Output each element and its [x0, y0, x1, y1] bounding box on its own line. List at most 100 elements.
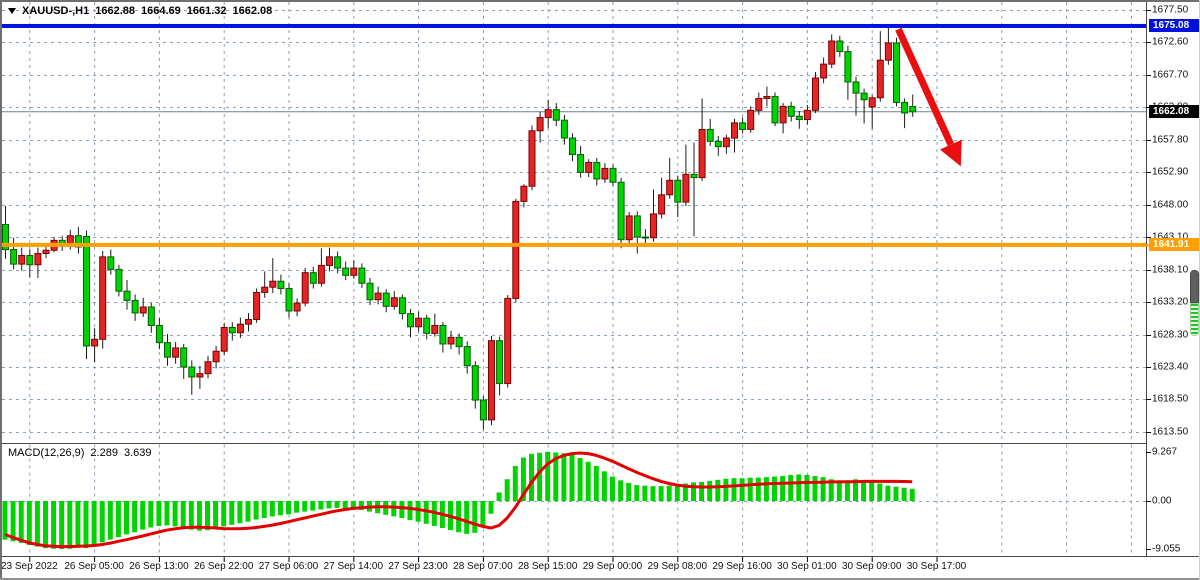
macd-bar	[334, 501, 340, 508]
candle	[220, 322, 228, 356]
candle	[803, 105, 811, 125]
candle	[706, 118, 714, 146]
macd-axis-label: -9.055	[1152, 543, 1181, 555]
macd-bar	[91, 501, 97, 547]
macd-bar	[164, 501, 170, 526]
macd-bar	[342, 501, 348, 509]
candle	[844, 45, 852, 100]
candle	[99, 250, 107, 349]
macd-bar	[67, 501, 73, 549]
candle	[204, 355, 212, 379]
macd-bar	[885, 485, 891, 501]
candle-body-bull	[585, 161, 593, 173]
window-border-bottom	[0, 578, 1200, 580]
candle-body-bear	[609, 167, 617, 183]
candle-body-bear	[107, 256, 115, 270]
candle	[496, 336, 504, 396]
scrollbar-thumb[interactable]	[1190, 270, 1199, 303]
macd-bar	[828, 479, 834, 501]
macd-bar	[763, 477, 769, 501]
candle-body-bear	[893, 42, 900, 103]
candle-body-bull	[42, 249, 50, 255]
macd-bar	[229, 501, 235, 525]
candle-body-bull	[220, 326, 228, 352]
candle	[317, 248, 325, 287]
candle-body-bull	[34, 253, 42, 266]
candle	[795, 110, 803, 129]
candle	[569, 133, 576, 162]
candle-body-bull	[601, 167, 609, 180]
time-axis-label: 29 Sep 16:00	[712, 561, 772, 572]
candle	[666, 157, 674, 199]
candle	[390, 291, 398, 310]
candle	[771, 92, 779, 127]
candle-body-bull	[326, 256, 333, 266]
candle	[407, 308, 414, 338]
candle	[536, 111, 544, 143]
candle-body-bull	[625, 215, 633, 241]
candle-body-bear	[706, 128, 714, 142]
candle-body-bull	[650, 213, 657, 239]
candle	[91, 328, 99, 363]
candle	[415, 311, 423, 332]
time-axis-label: 23 Sep 2022	[0, 561, 58, 572]
candle-body-bear	[795, 115, 803, 121]
candle-body-bear	[463, 346, 471, 367]
macd-bar	[456, 501, 462, 533]
price-badge-resistance[interactable]: 1675.08	[1149, 19, 1200, 33]
candle-body-bear	[739, 122, 747, 130]
price-axis-label: 1677.50	[1152, 4, 1189, 16]
macd-bar	[488, 501, 494, 514]
candle-body-bull	[99, 256, 107, 340]
macd-bar	[124, 501, 129, 535]
macd-bar	[739, 478, 745, 501]
macd-bar	[569, 454, 575, 501]
macd-bar	[261, 501, 267, 518]
candle-body-bear	[439, 324, 447, 345]
candle-body-bear	[471, 365, 479, 401]
candle-body-bull	[236, 323, 244, 334]
macd-bar	[75, 501, 81, 548]
hline-support[interactable]	[2, 242, 1146, 247]
scrollbar-indicator	[1190, 270, 1199, 336]
candle	[164, 334, 171, 366]
candle-body-bull	[245, 319, 252, 325]
macd-bar	[658, 486, 664, 501]
candle-body-bear	[188, 366, 196, 378]
candle	[196, 365, 204, 389]
macd-bar	[326, 501, 332, 509]
candle-body-bear	[455, 336, 463, 348]
candle	[212, 345, 220, 369]
candle	[245, 312, 252, 332]
candle-body-bull	[763, 95, 771, 99]
axis-ticks	[29, 10, 1151, 562]
candle	[293, 298, 301, 317]
candle	[860, 88, 868, 124]
candle-body-bear	[860, 92, 868, 101]
candle-body-bull	[253, 291, 261, 321]
macd-bar	[585, 461, 591, 501]
macd-bar	[780, 476, 786, 501]
candle-body-bear	[398, 297, 406, 315]
candle	[585, 159, 593, 177]
candle-body-bull	[139, 306, 147, 314]
price-axis-label: 1643.10	[1152, 231, 1189, 243]
time-axis-label: 26 Sep 05:00	[64, 561, 124, 572]
trend-arrow[interactable]	[895, 27, 962, 167]
candle	[893, 37, 900, 107]
candle-body-bear	[2, 224, 9, 251]
candle	[512, 198, 520, 303]
candle	[10, 237, 18, 270]
price-badge-support[interactable]: 1641.91	[1149, 238, 1200, 252]
macd-bar	[642, 485, 648, 501]
candle	[18, 247, 26, 271]
macd-bar	[861, 480, 867, 501]
hline-resistance[interactable]	[2, 23, 1146, 28]
symbol-dropdown-icon[interactable]	[8, 8, 16, 14]
macd-bar	[221, 501, 227, 527]
candle	[868, 95, 876, 129]
candle	[358, 263, 366, 288]
candle-body-bull	[172, 347, 180, 358]
candle-body-bull	[293, 302, 301, 312]
